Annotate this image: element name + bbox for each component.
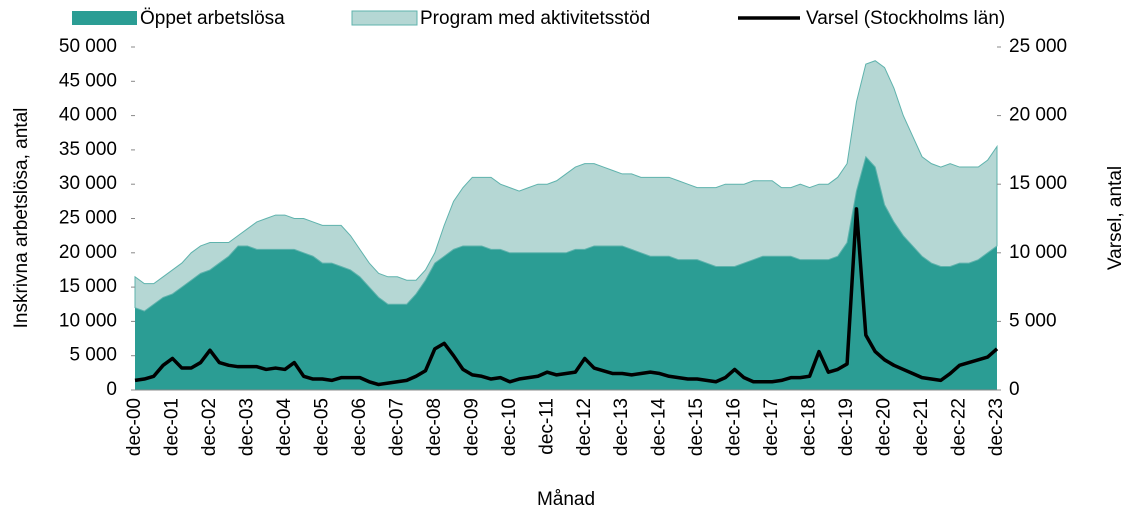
x-tick-label: dec-01 xyxy=(161,398,182,456)
area xyxy=(134,60,998,312)
y2-tick-label: 10 000 xyxy=(1009,242,1067,263)
x-tick-label: dec-09 xyxy=(461,398,482,456)
varsel-line xyxy=(134,207,999,387)
y2-tick-label: 15 000 xyxy=(1009,173,1067,194)
y-tick-label: 5 000 xyxy=(69,345,117,366)
x-tick-label: dec-19 xyxy=(836,398,857,456)
x-tick-label: dec-20 xyxy=(874,398,895,456)
x-tick-label: dec-22 xyxy=(949,398,970,456)
y2-axis-title: Varsel, antal xyxy=(1105,166,1126,270)
x-tick-label: dec-02 xyxy=(199,398,220,456)
x-tick-label: dec-15 xyxy=(686,398,707,456)
y-tick-label: 25 000 xyxy=(59,208,117,229)
y-axis-title: Inskrivna arbetslösa, antal xyxy=(11,108,32,329)
legend-swatch xyxy=(72,11,137,25)
x-tick-label: dec-14 xyxy=(649,398,670,457)
x-tick-label: dec-13 xyxy=(611,398,632,456)
x-tick-label: dec-16 xyxy=(724,398,745,456)
y-tick-label: 30 000 xyxy=(59,173,117,194)
x-tick-label: dec-04 xyxy=(274,398,295,457)
y-tick-label: 20 000 xyxy=(59,242,117,263)
x-tick-label: dec-12 xyxy=(574,398,595,456)
y2-tick-label: 20 000 xyxy=(1009,105,1067,126)
legend-label: Varsel (Stockholms län) xyxy=(806,8,1005,29)
y-tick-label: 10 000 xyxy=(59,310,117,331)
x-tick-label: dec-00 xyxy=(124,398,145,456)
x-tick-label: dec-05 xyxy=(311,398,332,456)
legend-label: Öppet arbetslösa xyxy=(140,8,285,29)
x-axis-title: Månad xyxy=(537,489,595,510)
x-tick-label: dec-17 xyxy=(761,398,782,456)
y-tick-label: 50 000 xyxy=(59,36,117,57)
y-tick-label: 15 000 xyxy=(59,276,117,297)
x-tick-label: dec-18 xyxy=(799,398,820,456)
y-tick-label: 40 000 xyxy=(59,105,117,126)
x-tick-label: dec-07 xyxy=(386,398,407,456)
x-tick-label: dec-23 xyxy=(986,398,1007,456)
x-tick-label: dec-08 xyxy=(424,398,445,456)
y-tick-label: 0 xyxy=(106,379,117,400)
y2-tick-label: 25 000 xyxy=(1009,36,1067,57)
x-tick-label: dec-10 xyxy=(499,398,520,456)
legend-label: Program med aktivitetsstöd xyxy=(420,8,650,29)
legend-swatch xyxy=(351,10,418,26)
x-tick-label: dec-21 xyxy=(911,398,932,456)
y-tick-label: 35 000 xyxy=(59,139,117,160)
area xyxy=(135,156,997,390)
x-tick-label: dec-03 xyxy=(236,398,257,456)
y2-tick-label: 0 xyxy=(1009,379,1020,400)
y2-tick-label: 5 000 xyxy=(1009,310,1057,331)
x-tick-label: dec-06 xyxy=(349,398,370,456)
x-tick-label: dec-11 xyxy=(536,398,557,455)
y-tick-label: 45 000 xyxy=(59,70,117,91)
